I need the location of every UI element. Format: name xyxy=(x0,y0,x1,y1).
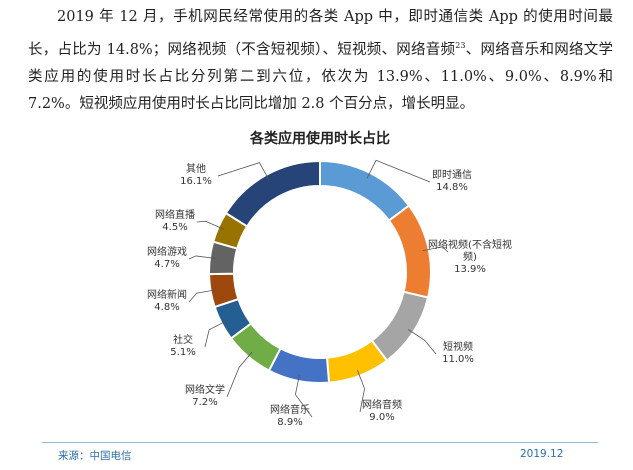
slice-category-label: 社交 xyxy=(173,333,193,346)
slice-value-label: 13.9% xyxy=(454,264,486,275)
slice-category-label: 网络视频(不含短视 xyxy=(428,238,512,251)
slice-1 xyxy=(387,204,432,299)
slice-0 xyxy=(319,159,411,222)
footer-divider xyxy=(42,442,598,443)
slice-10 xyxy=(224,159,321,228)
leader-line-9 xyxy=(196,220,225,230)
source-text: 来源：中国电信 xyxy=(58,450,132,462)
leader-line-8 xyxy=(188,255,216,260)
leader-line-6 xyxy=(204,320,228,348)
leader-line-7 xyxy=(188,289,217,303)
slice-value-label: 4.5% xyxy=(162,222,187,233)
footnote-marker[interactable]: 23 xyxy=(455,40,466,50)
slice-value-label: 11.0% xyxy=(442,354,474,365)
leader-line-4 xyxy=(294,374,313,418)
slice-category-label: 网络音乐 xyxy=(270,403,310,416)
slice-category-label: 网络新闻 xyxy=(147,288,187,301)
slice-value-label: 9.0% xyxy=(369,412,394,423)
leader-line-3 xyxy=(357,369,365,413)
slice-category-label: 频) xyxy=(463,250,477,263)
paragraph-text: 2019 年 12 月，手机网民经常使用的各类 App 中，即时通信类 App … xyxy=(28,9,613,58)
slice-value-label: 8.9% xyxy=(277,417,302,428)
leader-line-5 xyxy=(226,351,253,398)
body-paragraph: 2019 年 12 月，手机网民经常使用的各类 App 中，即时通信类 App … xyxy=(28,4,613,119)
slice-value-label: 4.7% xyxy=(154,259,179,270)
leader-line-0 xyxy=(366,159,431,183)
slice-category-label: 短视频 xyxy=(443,340,473,353)
slice-value-label: 7.2% xyxy=(192,397,217,408)
slice-category-label: 网络直播 xyxy=(155,208,195,221)
paragraph-text-cont: 、网络音乐和网络文学类应用的使用时长占比分列第二到六位，依次为 13.9%、11… xyxy=(28,41,614,113)
slice-category-label: 网络游戏 xyxy=(147,245,187,258)
slice-value-label: 5.1% xyxy=(170,347,195,358)
slice-category-label: 其他 xyxy=(186,162,206,175)
slice-category-label: 网络音频 xyxy=(362,398,402,411)
date-text: 2019.12 xyxy=(520,448,564,460)
leader-line-2 xyxy=(407,329,437,355)
leader-line-1 xyxy=(422,246,449,253)
chart-title: 各类应用使用时长占比 xyxy=(249,130,390,147)
leader-line-10 xyxy=(217,162,270,181)
slice-category-label: 即时通信 xyxy=(432,169,472,181)
slice-value-label: 14.8% xyxy=(436,182,468,193)
slice-category-label: 网络文学 xyxy=(185,383,225,396)
slice-value-label: 4.8% xyxy=(154,302,179,313)
slice-value-label: 16.1% xyxy=(180,176,212,187)
